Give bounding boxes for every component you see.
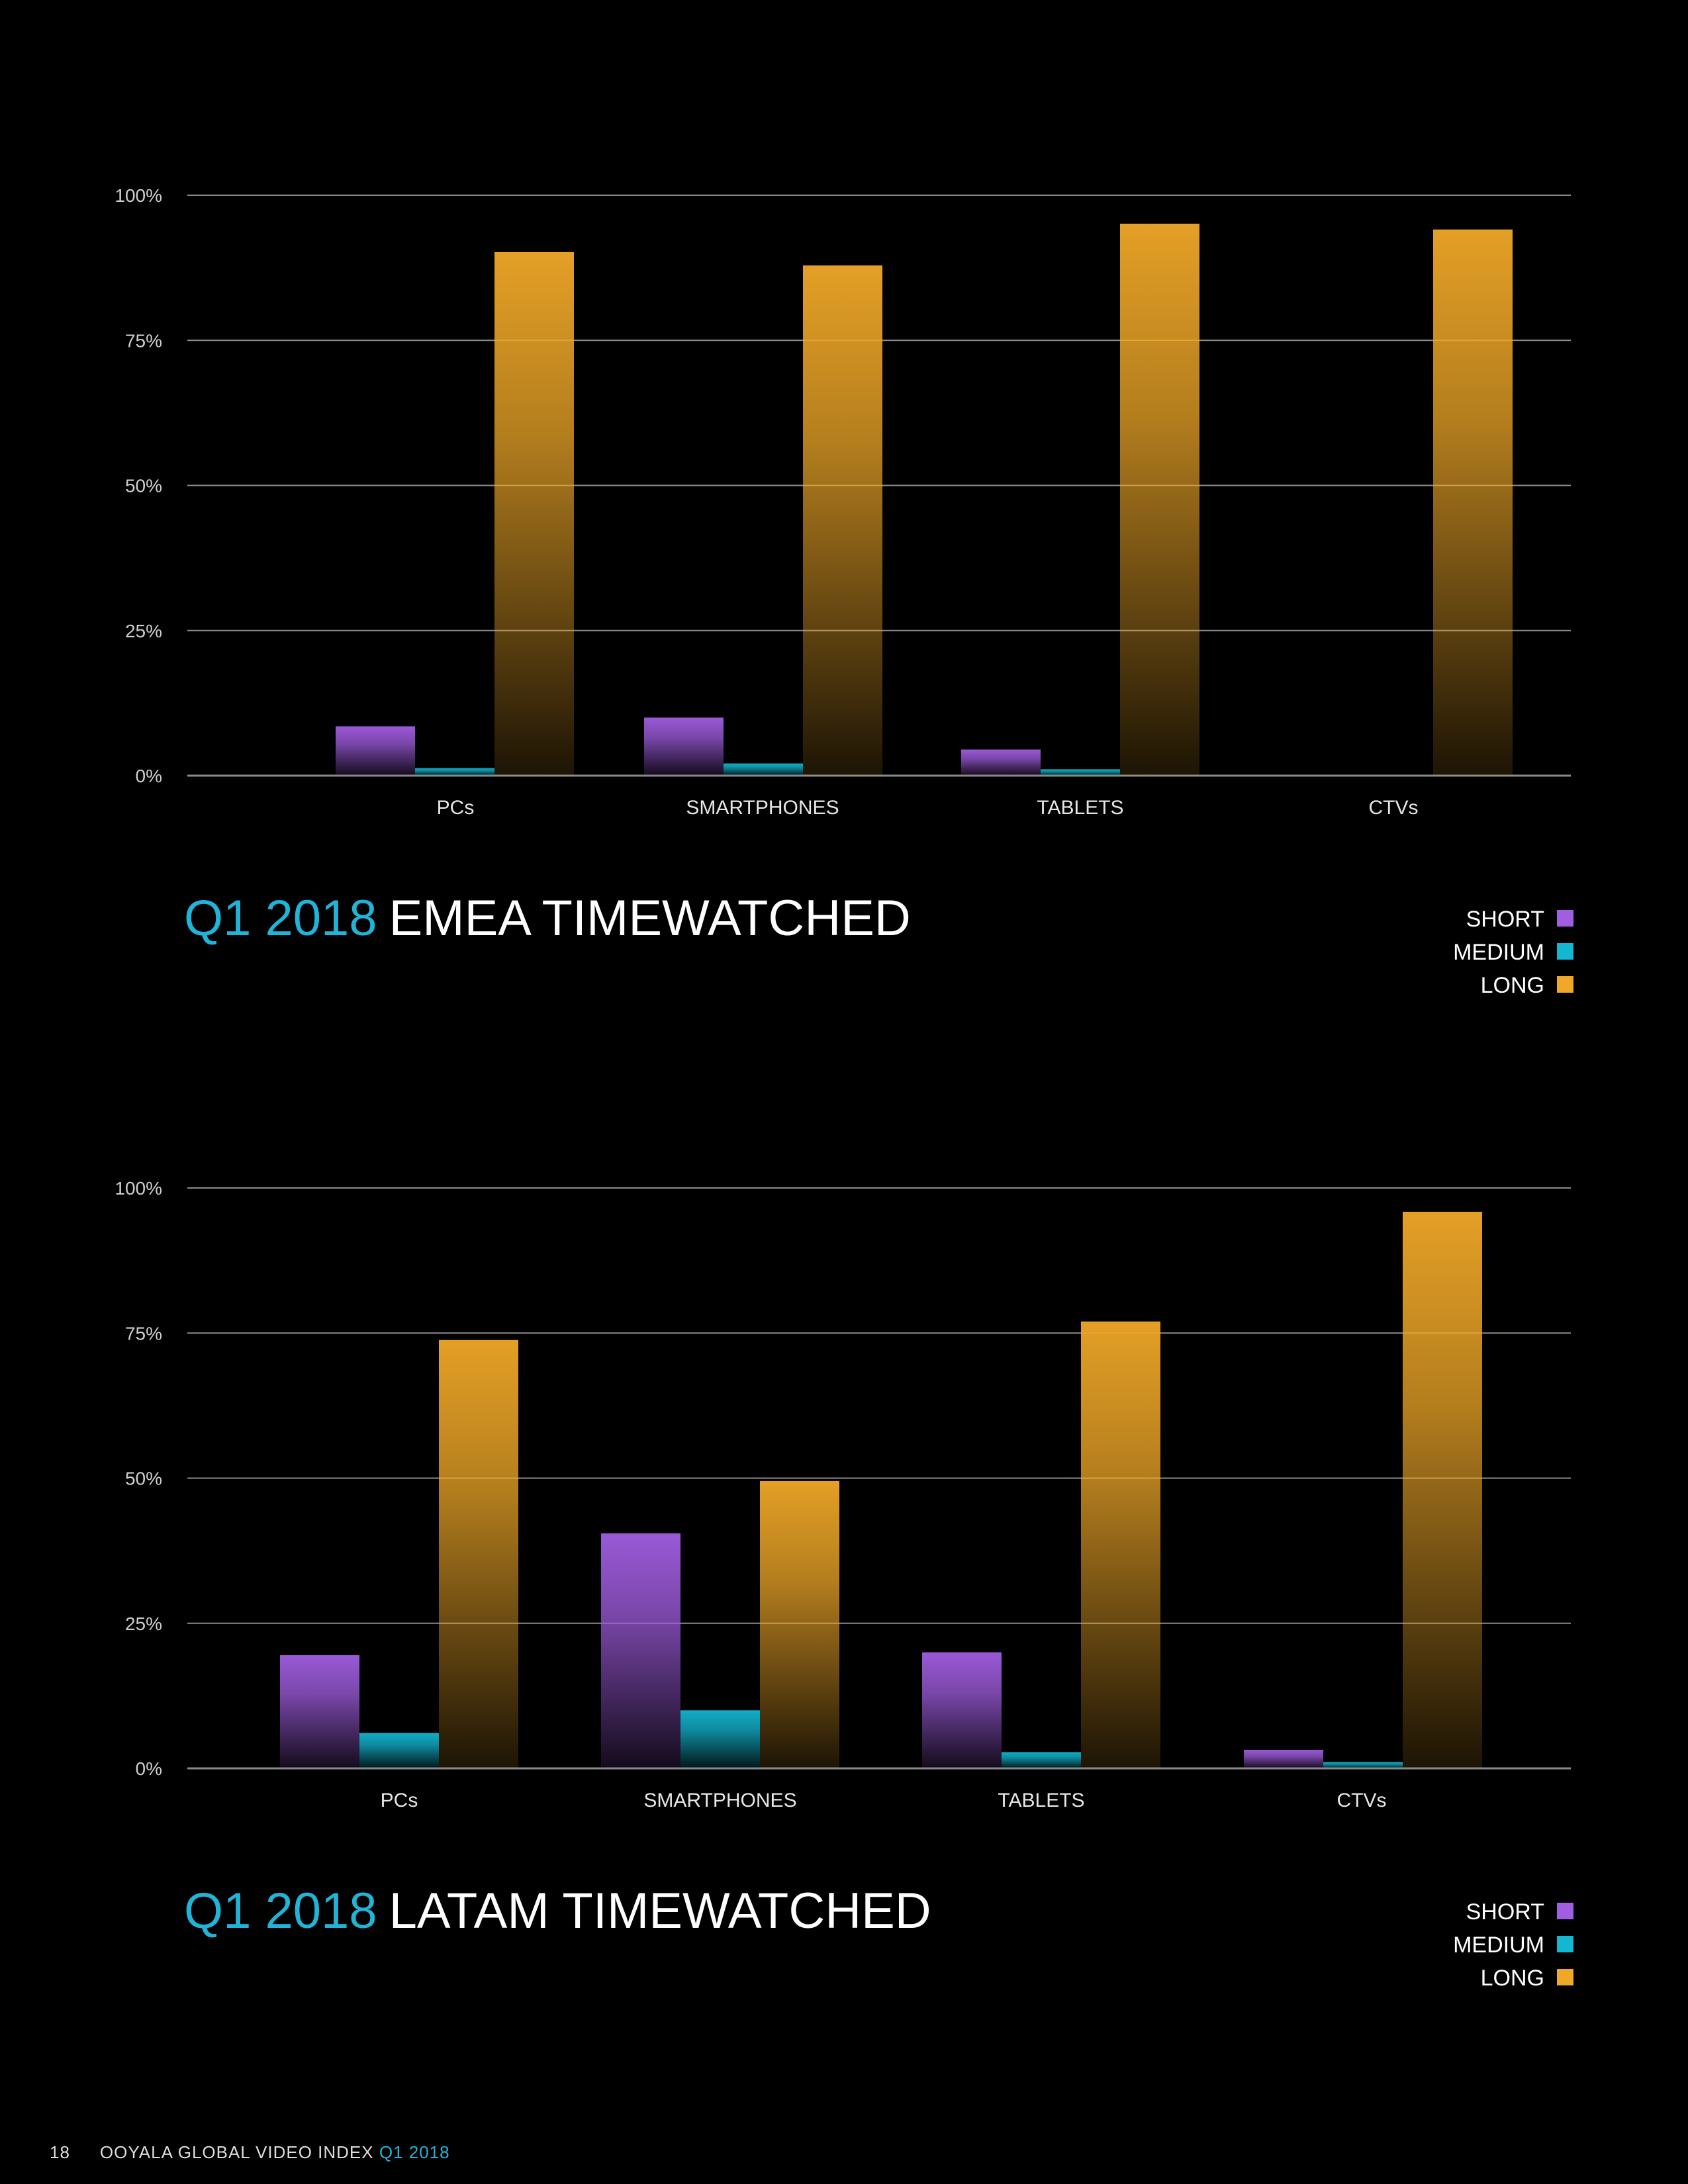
bar-medium-2	[1041, 769, 1120, 776]
bar-medium-3	[1323, 1762, 1403, 1768]
bar-short-0	[336, 726, 415, 776]
legend-label: MEDIUM	[1453, 1933, 1544, 1958]
emea-chart: 0% 25% 50% 75% 100% PCs SMARTPHONES TABLETS CTVs…	[0, 0, 1688, 1026]
y-tick-label: 75%	[125, 1323, 162, 1343]
emea-chart-svg: 0% 25% 50% 75% 100% PCs SMARTPHONES TABLETS CTVs…	[115, 185, 1573, 998]
legend-swatch-short	[1557, 910, 1573, 927]
bar-long-3	[1403, 1211, 1482, 1768]
bar-short-0	[280, 1655, 359, 1768]
bar-short-2	[961, 749, 1041, 776]
legend-label: SHORT	[1466, 1899, 1544, 1925]
y-tick-label: 100%	[115, 1178, 162, 1199]
legend-label: LONG	[1481, 973, 1544, 998]
latam-chart: 0% 25% 50% 75% 100% PCs SMARTPHONES TABLETS CTVs…	[0, 993, 1688, 2019]
page-footer: 18 OOYALA GLOBAL VIDEO INDEX Q1 2018	[50, 2142, 450, 2163]
legend-swatch-medium	[1557, 943, 1573, 960]
bar-short-2	[922, 1652, 1002, 1768]
legend-swatch-short	[1557, 1903, 1573, 1919]
bar-short-1	[601, 1533, 680, 1768]
chart-title-period: Q1 2018	[184, 1883, 377, 1939]
page-number: 18	[50, 2142, 70, 2162]
chart-title: Q1 2018 LATAM TIMEWATCHED	[184, 1883, 931, 1939]
bar-medium-2	[1002, 1752, 1081, 1768]
category-label: PCs	[381, 1790, 418, 1811]
bar-long-2	[1081, 1321, 1160, 1768]
y-tick-label: 0%	[136, 1758, 162, 1779]
y-tick-label: 25%	[125, 1614, 162, 1634]
y-tick-label: 0%	[136, 766, 162, 786]
footer-period: Q1 2018	[379, 2142, 450, 2162]
chart-title-text: LATAM TIMEWATCHED	[389, 1883, 931, 1939]
category-label: SMARTPHONES	[643, 1790, 796, 1811]
bar-long-0	[494, 251, 574, 776]
bar-short-3	[1244, 1749, 1323, 1768]
legend-label: LONG	[1481, 1966, 1544, 1991]
footer-title: OOYALA GLOBAL VIDEO INDEX	[99, 2142, 374, 2162]
category-label: PCs	[437, 797, 475, 819]
y-tick-label: 100%	[115, 185, 162, 206]
bar-short-1	[644, 717, 724, 776]
legend-label: SHORT	[1466, 907, 1544, 932]
bar-long-1	[760, 1480, 839, 1768]
bar-long-2	[1120, 223, 1199, 776]
chart-title: Q1 2018 EMEA TIMEWATCHED	[184, 890, 911, 946]
chart-title-text: EMEA TIMEWATCHED	[389, 890, 911, 946]
bar-long-3	[1433, 229, 1513, 776]
legend-label: MEDIUM	[1453, 940, 1544, 965]
bar-long-1	[803, 265, 882, 776]
y-tick-label: 50%	[125, 476, 162, 496]
category-label: CTVs	[1369, 797, 1419, 819]
category-label: TABLETS	[998, 1790, 1084, 1811]
latam-chart-svg: 0% 25% 50% 75% 100% PCs SMARTPHONES TABLETS CTVs…	[115, 1178, 1573, 1991]
legend-swatch-long	[1557, 1969, 1573, 1985]
y-tick-label: 50%	[125, 1469, 162, 1489]
y-tick-label: 75%	[125, 330, 162, 351]
bar-medium-1	[724, 763, 803, 776]
bar-medium-0	[415, 768, 494, 776]
bar-long-0	[439, 1340, 518, 1768]
legend-swatch-long	[1557, 976, 1573, 993]
y-tick-label: 25%	[125, 621, 162, 641]
chart-title-period: Q1 2018	[184, 890, 377, 946]
bar-medium-1	[680, 1710, 760, 1768]
category-label: CTVs	[1337, 1790, 1387, 1811]
category-label: SMARTPHONES	[686, 797, 839, 819]
category-label: TABLETS	[1037, 797, 1123, 819]
legend-swatch-medium	[1557, 1936, 1573, 1952]
bar-medium-0	[359, 1733, 439, 1768]
